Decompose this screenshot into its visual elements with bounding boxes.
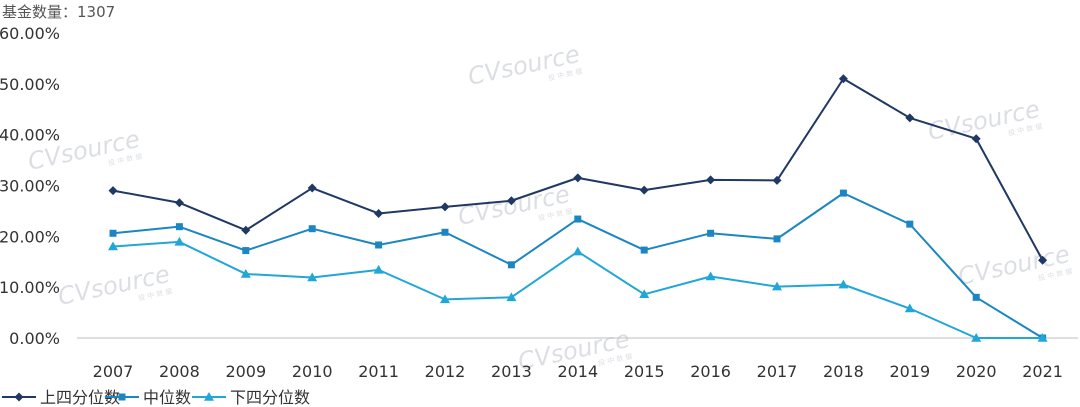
x-tick-label: 2016	[690, 362, 731, 381]
data-point	[1037, 333, 1048, 342]
data-point	[241, 225, 251, 235]
data-point	[904, 303, 915, 313]
x-tick-label: 2015	[624, 362, 665, 381]
series-line	[112, 240, 1043, 339]
data-point	[639, 185, 649, 195]
data-point	[905, 113, 915, 123]
data-point	[839, 189, 847, 197]
series-2	[109, 189, 1047, 342]
legend-label: 中位数	[143, 388, 191, 407]
data-point	[440, 202, 450, 212]
data-point	[573, 173, 583, 183]
data-point	[174, 236, 185, 246]
legend-marker	[204, 392, 214, 401]
data-point	[307, 183, 317, 193]
data-point	[707, 229, 715, 237]
watermark-brand: CVsource	[455, 180, 572, 231]
watermark-brand: CVsource	[925, 95, 1042, 146]
x-tick-label: 2012	[425, 362, 466, 381]
data-point	[838, 279, 849, 289]
y-tick-label: 0.00%	[9, 329, 60, 348]
fund-count-label: 基金数量：1307	[2, 3, 115, 21]
x-tick-label: 2019	[889, 362, 930, 381]
data-point	[441, 228, 449, 236]
watermark: CVsource 投 中 数 据	[955, 240, 1073, 291]
data-point	[773, 235, 781, 243]
legend-label: 下四分位数	[230, 388, 310, 407]
data-point	[705, 271, 716, 281]
x-tick-label: 2010	[292, 362, 333, 381]
data-point	[640, 246, 648, 254]
data-point	[108, 241, 118, 251]
watermark: CVsource 投 中 数 据	[455, 180, 573, 231]
series-3	[108, 236, 1048, 342]
watermark-brand: CVsource	[955, 240, 1072, 291]
data-point	[307, 272, 318, 282]
watermark: CVsource 投 中 数 据	[465, 40, 583, 91]
legend-item[interactable]: 上四分位数	[2, 388, 120, 407]
y-tick-label: 40.00%	[0, 126, 60, 145]
legend-marker	[14, 392, 24, 402]
data-point	[639, 289, 650, 299]
data-point	[972, 293, 980, 301]
legend-label: 上四分位数	[40, 388, 120, 407]
x-tick-label: 2021	[1022, 362, 1063, 381]
data-point	[108, 186, 118, 196]
x-tick-label: 2011	[358, 362, 399, 381]
data-point	[572, 246, 583, 256]
legend-item[interactable]: 中位数	[105, 388, 191, 407]
data-point	[375, 241, 383, 249]
x-tick-label: 2017	[757, 362, 798, 381]
data-point	[109, 229, 117, 237]
x-tick-label: 2018	[823, 362, 864, 381]
data-point	[772, 281, 782, 291]
watermark-brand: CVsource	[465, 40, 582, 91]
y-tick-label: 20.00%	[0, 227, 60, 246]
series-line	[112, 192, 1044, 339]
watermarks: CVsource 投 中 数 据 CVsource 投 中 数 据 CVsour…	[25, 40, 1073, 376]
y-axis: 0.00% 10.00% 20.00% 30.00% 40.00% 50.00% 60.00…	[0, 24, 60, 348]
data-point	[507, 261, 515, 269]
data-point	[906, 220, 914, 228]
watermark-brand: CVsource	[55, 260, 172, 311]
x-tick-label: 2007	[93, 362, 134, 381]
data-point	[1038, 255, 1048, 265]
data-point	[971, 333, 982, 342]
legend-item[interactable]: 下四分位数	[192, 388, 310, 407]
x-tick-label: 2020	[956, 362, 997, 381]
data-point	[440, 294, 450, 304]
data-point	[706, 175, 716, 185]
data-point	[373, 264, 384, 274]
x-tick-label: 2009	[225, 362, 266, 381]
watermark: CVsource 投 中 数 据	[925, 95, 1043, 146]
data-point	[240, 268, 251, 278]
series-layer	[108, 74, 1048, 342]
y-tick-label: 50.00%	[0, 75, 60, 94]
data-point	[175, 223, 183, 231]
data-point	[174, 198, 184, 208]
data-point	[374, 208, 384, 218]
data-point	[838, 74, 848, 84]
x-axis: 2007 2008 2009 2010 2011 2012 2013 2014 2015 2016…	[77, 337, 1078, 381]
data-point	[574, 215, 582, 223]
y-tick-label: 60.00%	[0, 24, 60, 43]
series-line	[112, 77, 1044, 261]
data-point	[506, 292, 517, 302]
legend-marker	[118, 393, 126, 401]
x-tick-label: 2014	[557, 362, 598, 381]
data-point	[772, 175, 782, 185]
data-point	[242, 247, 250, 255]
x-tick-label: 2013	[491, 362, 532, 381]
y-tick-label: 30.00%	[0, 177, 60, 196]
y-tick-label: 10.00%	[0, 278, 60, 297]
watermark: CVsource 投 中 数 据	[55, 260, 173, 311]
data-point	[308, 225, 316, 233]
data-point	[506, 196, 516, 206]
x-tick-label: 2008	[159, 362, 200, 381]
legend[interactable]: 上四分位数 中位数 下四分位数	[2, 388, 310, 407]
series-1	[108, 74, 1048, 265]
data-point	[971, 134, 981, 144]
